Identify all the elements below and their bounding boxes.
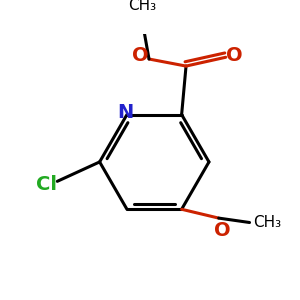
Text: CH₃: CH₃ — [128, 0, 156, 13]
Text: CH₃: CH₃ — [253, 215, 281, 230]
Text: N: N — [117, 103, 133, 122]
Text: O: O — [214, 221, 230, 240]
Text: Cl: Cl — [36, 176, 57, 194]
Text: O: O — [132, 46, 148, 65]
Text: O: O — [226, 46, 243, 65]
